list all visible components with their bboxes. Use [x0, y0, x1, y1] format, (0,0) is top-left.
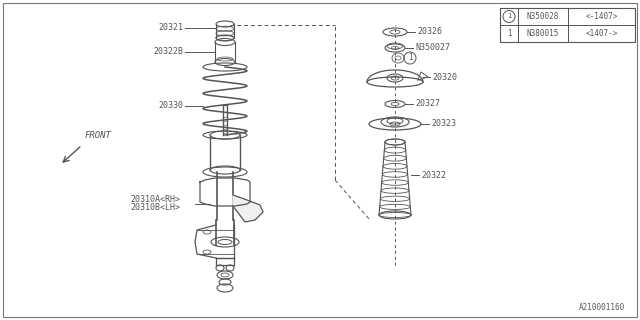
Text: N380015: N380015: [527, 29, 559, 38]
Text: 1: 1: [507, 29, 511, 38]
Text: 20327: 20327: [415, 100, 440, 108]
Text: N350027: N350027: [415, 44, 450, 52]
Polygon shape: [233, 195, 263, 222]
Text: <-1407>: <-1407>: [586, 12, 618, 21]
Text: 20330: 20330: [158, 101, 183, 110]
Text: 20322: 20322: [421, 171, 446, 180]
Text: <1407->: <1407->: [586, 29, 618, 38]
Text: 20310B<LH>: 20310B<LH>: [130, 204, 180, 212]
Text: FRONT: FRONT: [85, 131, 112, 140]
Text: 20323: 20323: [431, 119, 456, 129]
Text: 20310A<RH>: 20310A<RH>: [130, 196, 180, 204]
Text: 1: 1: [507, 13, 511, 20]
Text: A210001160: A210001160: [579, 303, 625, 312]
Text: 20326: 20326: [417, 28, 442, 36]
Text: N350028: N350028: [527, 12, 559, 21]
Text: 20320: 20320: [432, 73, 457, 82]
Text: 20322B: 20322B: [153, 47, 183, 57]
Text: 20321: 20321: [158, 23, 183, 33]
Text: 1: 1: [408, 53, 412, 62]
Bar: [500, 8, 635, 42]
